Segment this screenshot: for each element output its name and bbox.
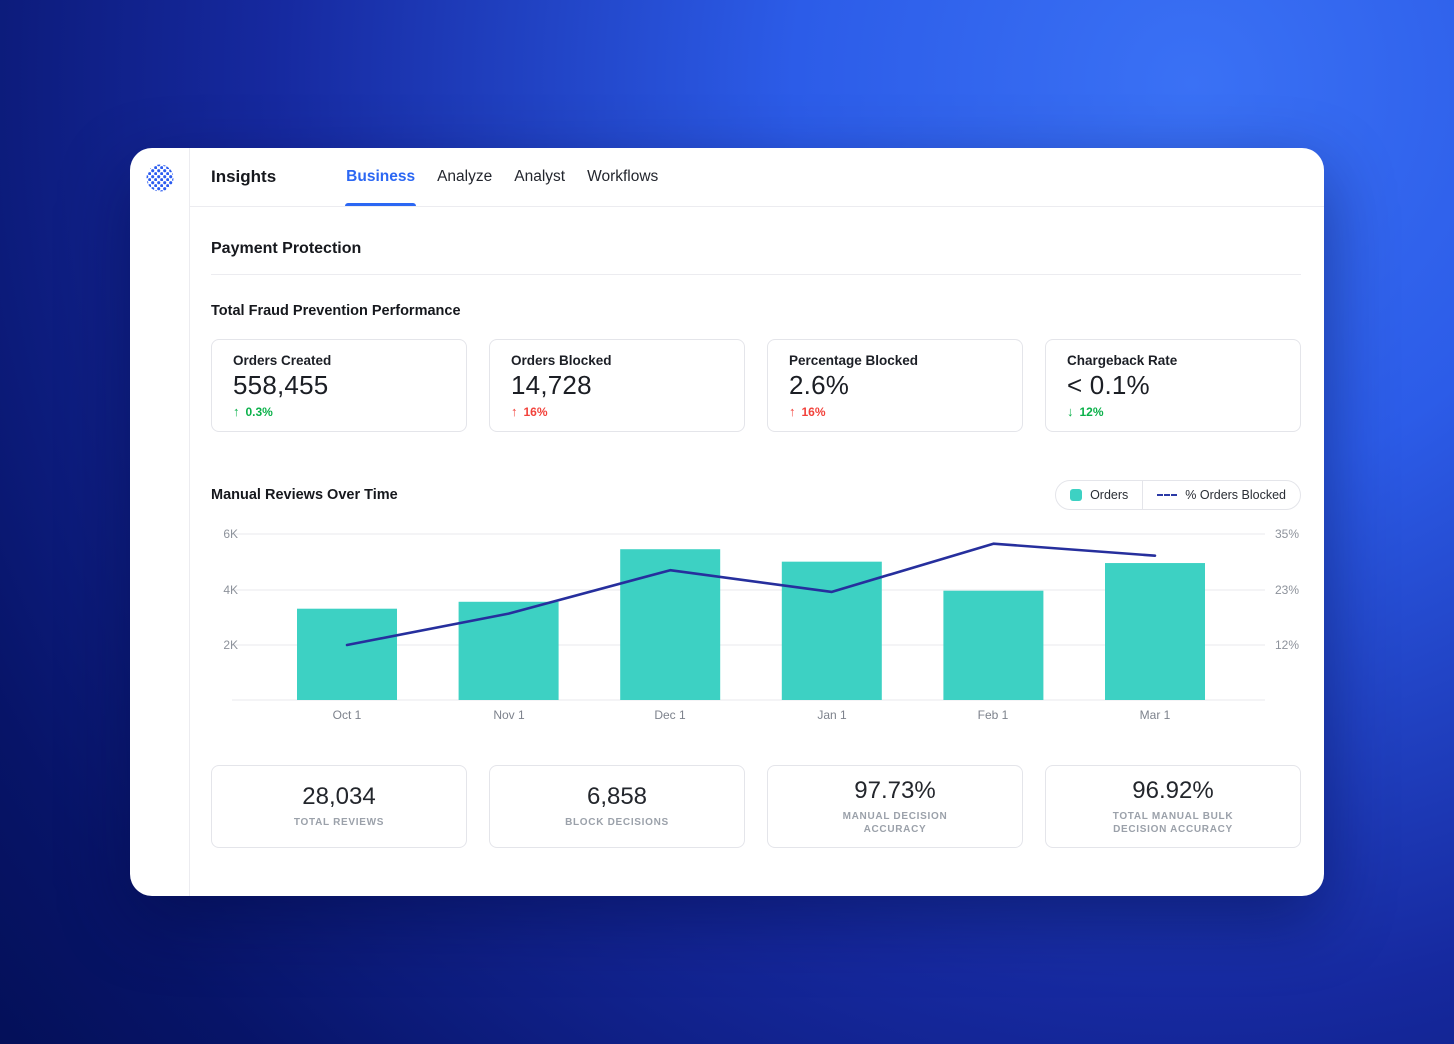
summary-value: 6,858: [586, 783, 648, 811]
kpi-value: 14,728: [511, 370, 592, 400]
kpi-label: Chargeback Rate: [1067, 353, 1178, 368]
reviews-over-time-chart: 6K 4K 2K 35% 23% 12% Oct 1 Nov 1 Dec 1 J…: [223, 527, 1299, 722]
y-left-tick: 4K: [223, 583, 238, 597]
y-right-tick: 35%: [1275, 527, 1299, 541]
kpi-card-orders-blocked: Orders Blocked 14,728 ↑ 16%: [489, 339, 745, 432]
summary-value: 28,034: [302, 783, 376, 811]
x-axis-label: Nov 1: [493, 708, 525, 722]
summary-label: TOTAL REVIEWS: [293, 817, 385, 829]
trend-up-icon: ↑: [233, 404, 240, 419]
app-title: Insights: [211, 167, 277, 186]
orders-bars-group: [297, 549, 1205, 700]
x-axis-label: Oct 1: [333, 708, 362, 722]
summary-card-total-reviews: 28,034 TOTAL REVIEWS: [211, 765, 467, 848]
trend-up-icon: ↑: [511, 404, 518, 419]
tab-business[interactable]: Business: [335, 148, 426, 206]
kpi-label: Orders Blocked: [511, 353, 612, 368]
legend-label: % Orders Blocked: [1185, 488, 1286, 502]
kpi-delta-value: 16%: [523, 404, 548, 419]
dashed-line-icon: [1157, 494, 1178, 496]
y-left-tick: 6K: [223, 527, 238, 541]
legend-label: Orders: [1090, 488, 1129, 502]
kpi-value: 2.6%: [789, 370, 850, 400]
content-area: Insights Business Analyze Analyst Workfl…: [190, 148, 1324, 896]
top-header: Insights Business Analyze Analyst Workfl…: [190, 148, 1324, 207]
chart-header: Manual Reviews Over Time Orders % Orders…: [211, 480, 1301, 510]
kpi-delta: ↑ 16%: [511, 404, 724, 419]
kpi-label: Percentage Blocked: [789, 353, 919, 368]
x-axis-label: Dec 1: [654, 708, 686, 722]
logo-column: [130, 148, 190, 896]
orders-bar: [458, 601, 559, 700]
y-right-tick: 23%: [1275, 583, 1299, 597]
summary-label: TOTAL MANUAL BULK DECISION ACCURACY: [1112, 810, 1234, 836]
section-divider: [211, 274, 1301, 275]
kpi-card-percentage-blocked: Percentage Blocked 2.6% ↑ 16%: [767, 339, 1023, 432]
chart-legend: Orders % Orders Blocked: [1055, 480, 1301, 510]
kpi-value: < 0.1%: [1067, 370, 1150, 400]
page-heading: Payment Protection: [211, 240, 362, 257]
trend-down-icon: ↓: [1067, 404, 1074, 419]
y-right-tick: 12%: [1275, 638, 1299, 652]
orders-bar: [1105, 563, 1205, 700]
fraud-performance-heading: Total Fraud Prevention Performance: [211, 303, 461, 319]
orders-bar: [297, 608, 397, 700]
kpi-delta-value: 16%: [801, 404, 826, 419]
kpi-value: 558,455: [233, 370, 329, 400]
kpi-delta-value: 0.3%: [245, 404, 273, 419]
kpi-card-row: Orders Created 558,455 ↑ 0.3% Orders Blo…: [211, 339, 1301, 432]
summary-card-manual-decision-accuracy: 97.73% MANUAL DECISION ACCURACY: [767, 765, 1023, 848]
tab-workflows[interactable]: Workflows: [587, 168, 659, 185]
kpi-delta-value: 12%: [1079, 404, 1104, 419]
x-axis-label: Mar 1: [1140, 708, 1171, 722]
y-left-tick: 2K: [223, 638, 238, 652]
summary-card-block-decisions: 6,858 BLOCK DECISIONS: [489, 765, 745, 848]
primary-tabs: Business Analyze Analyst Workflows: [335, 148, 669, 206]
legend-item-orders[interactable]: Orders: [1056, 481, 1142, 509]
legend-item-orders-blocked[interactable]: % Orders Blocked: [1142, 481, 1300, 509]
kpi-delta: ↑ 16%: [789, 404, 1002, 419]
kpi-label: Orders Created: [233, 353, 332, 368]
tab-analyze[interactable]: Analyze: [437, 168, 493, 185]
summary-label: BLOCK DECISIONS: [565, 817, 669, 829]
x-axis-label: Feb 1: [978, 708, 1009, 722]
trend-up-icon: ↑: [789, 404, 796, 419]
summary-label: MANUAL DECISION ACCURACY: [842, 810, 948, 836]
dashboard-main: Payment Protection Total Fraud Preventio…: [190, 240, 1324, 848]
app-logo-icon[interactable]: [145, 163, 175, 193]
kpi-card-chargeback-rate: Chargeback Rate < 0.1% ↓ 12%: [1045, 339, 1301, 432]
orders-blocked-line: [345, 542, 1157, 647]
kpi-delta: ↑ 0.3%: [233, 404, 446, 419]
summary-card-row: 28,034 TOTAL REVIEWS 6,858 BLOCK DECISIO…: [211, 765, 1301, 848]
x-axis-label: Jan 1: [817, 708, 847, 722]
orders-bar: [943, 590, 1044, 700]
kpi-delta: ↓ 12%: [1067, 404, 1280, 419]
chart-title: Manual Reviews Over Time: [211, 487, 398, 503]
kpi-card-orders-created: Orders Created 558,455 ↑ 0.3%: [211, 339, 467, 432]
orders-swatch-icon: [1070, 489, 1083, 501]
app-window: Insights Business Analyze Analyst Workfl…: [130, 148, 1324, 896]
summary-value: 97.73%: [854, 776, 936, 804]
orders-bar: [620, 549, 721, 700]
summary-card-bulk-decision-accuracy: 96.92% TOTAL MANUAL BULK DECISION ACCURA…: [1045, 765, 1301, 848]
tab-analyst[interactable]: Analyst: [514, 168, 566, 185]
orders-bar: [781, 561, 882, 700]
summary-value: 96.92%: [1132, 776, 1214, 804]
